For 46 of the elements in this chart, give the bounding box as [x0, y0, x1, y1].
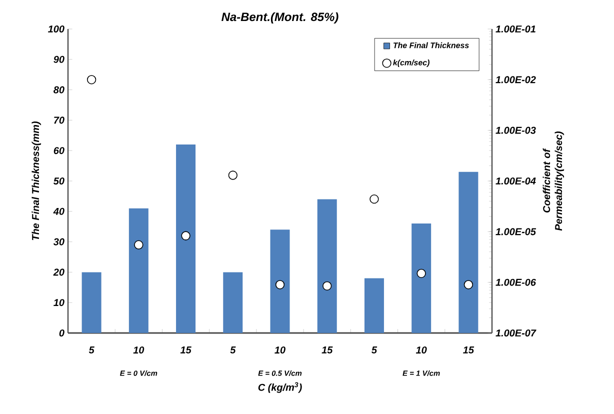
y-tick-label: 0 [59, 329, 64, 337]
bar [270, 230, 290, 333]
y2-tick-label: 1.00E-03 [496, 126, 536, 134]
point [416, 268, 426, 278]
bar [458, 172, 478, 333]
x-tick-label: 5 [230, 346, 236, 354]
point [134, 240, 144, 250]
point [322, 281, 332, 290]
x-tick-label: 15 [463, 346, 474, 354]
y-tick-label: 40 [53, 208, 64, 215]
y2-axis-title: Coefficient of Permeability(cm/sec) [542, 131, 564, 231]
bar [317, 199, 337, 333]
bar [128, 208, 148, 333]
x-tick-label: 15 [180, 346, 192, 354]
y-tick-label: 70 [54, 116, 64, 124]
y2-tick-label: 1.00E-07 [496, 329, 536, 337]
x-axis-title: C (kg/m$^{3}$) [258, 382, 302, 393]
x-tick-label: 10 [133, 346, 144, 354]
y2-tick-label: 1.00E-01 [496, 25, 536, 33]
bar [176, 144, 196, 333]
y-axis-title: The Final Thickness(mm) [32, 122, 42, 240]
y2-tick-label: 1.00E-02 [496, 76, 536, 84]
y2-tick-label: 1.00E-06 [496, 278, 536, 286]
bar [412, 224, 432, 333]
x-tick-label: 10 [274, 346, 286, 354]
y-tick-label: 30 [53, 238, 64, 246]
y2-tick-label: 1.00E-05 [496, 228, 536, 236]
y-tick-label: 80 [54, 86, 64, 94]
x-tick-label: 15 [322, 346, 333, 354]
y2-tick-label: 1.00E-04 [496, 177, 536, 185]
bar [223, 272, 243, 333]
y-tick-label: 90 [54, 56, 64, 63]
point [275, 280, 285, 290]
bar [82, 272, 102, 333]
x-tick-label: 5 [88, 346, 94, 354]
y-tick-label: 60 [54, 147, 64, 154]
y-tick-label: 50 [53, 177, 64, 185]
chart-title: Na-Bent.(Mont. 85%) [222, 12, 338, 24]
y-tick-label: 100 [48, 25, 64, 33]
y-tick-label: 10 [54, 299, 64, 306]
y-tick-label: 20 [53, 268, 64, 276]
point [181, 231, 190, 240]
x-tick-label: 10 [416, 346, 427, 354]
x-tick-label: 5 [372, 346, 378, 354]
point [464, 280, 474, 290]
bar [364, 278, 384, 333]
